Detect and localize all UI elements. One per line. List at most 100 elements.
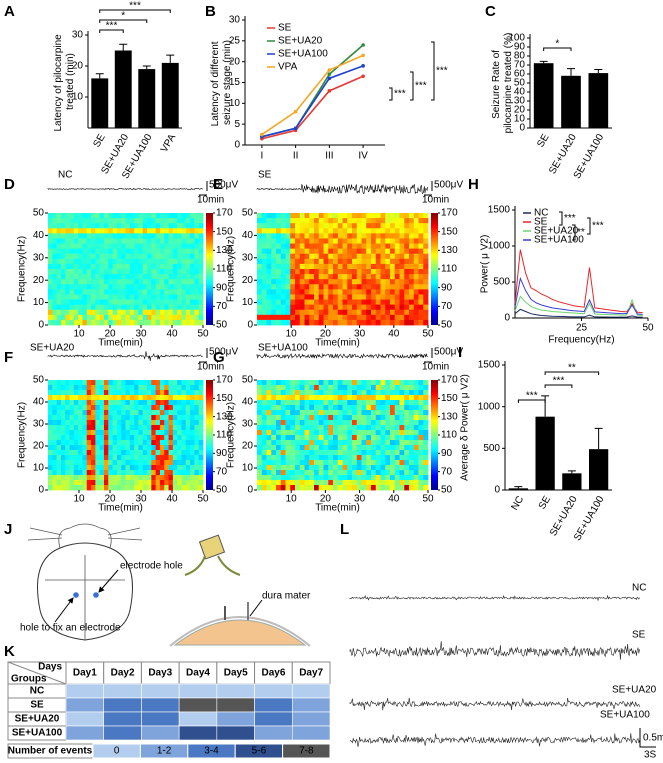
spectrogram-cell: [168, 263, 174, 270]
spectrogram-cell: [371, 450, 377, 456]
spectrogram-cell: [151, 440, 157, 446]
spectrogram-cell: [356, 269, 362, 275]
spectrogram-cell: [394, 304, 400, 311]
spectrogram-cell: [266, 284, 272, 290]
spectrogram-cell: [314, 228, 320, 234]
spectrogram-cell: [418, 218, 424, 224]
spectrogram-cell: [155, 309, 161, 316]
eeg-trace: [349, 641, 640, 660]
x-tick-label: 50: [197, 494, 209, 505]
spectrogram-cell: [390, 233, 396, 239]
panel-label: A: [4, 3, 15, 20]
panel-label: G: [213, 349, 225, 366]
spectrogram-cell: [276, 445, 282, 451]
spectrogram-cell: [347, 319, 353, 326]
spectrogram-cell: [390, 470, 396, 476]
spectrogram-cell: [314, 425, 320, 431]
spectrogram-cell: [142, 460, 148, 466]
spectrogram-cell: [164, 258, 169, 265]
spectrogram-cell: [409, 304, 415, 311]
spectrogram-cell: [266, 258, 272, 265]
spectrogram-cell: [112, 410, 118, 416]
spectrogram-cell: [164, 233, 169, 239]
spectrogram-cell: [52, 314, 58, 321]
spectrogram-cell: [390, 309, 396, 316]
spectrogram-cell: [91, 460, 96, 466]
spectrogram-cell: [366, 299, 372, 306]
spectrogram-cell: [423, 258, 429, 265]
spectrogram-cell: [73, 385, 79, 391]
spectrogram-cell: [328, 380, 334, 386]
spectrogram-cell: [168, 274, 174, 280]
spectrogram-cell: [375, 460, 381, 466]
spectrogram-cell: [121, 253, 126, 260]
spectrogram-cell: [99, 450, 105, 456]
spectrogram-cell: [65, 238, 70, 244]
spectrogram-cell: [375, 274, 381, 280]
spectrogram-cell: [134, 405, 139, 411]
spectrogram-cell: [390, 223, 396, 229]
spectrogram-cell: [318, 299, 324, 306]
spectrogram-cell: [198, 263, 204, 270]
spectrogram-cell: [138, 440, 144, 446]
spectrogram-cell: [194, 233, 200, 239]
spectrogram-cell: [82, 284, 88, 290]
spectrogram-cell: [78, 465, 83, 471]
spectrogram-cell: [48, 455, 53, 461]
spectrogram-cell: [371, 258, 377, 265]
spectrogram-cell: [276, 470, 282, 476]
spectrogram-cell: [60, 253, 66, 260]
spectrogram-cell: [380, 253, 386, 260]
spectrogram-cell: [91, 213, 96, 219]
spectrogram-cell: [285, 420, 291, 426]
spectrogram-cell: [99, 470, 105, 476]
spectrogram-cell: [280, 238, 286, 244]
spectrogram-cell: [177, 395, 182, 401]
spectrogram-cell: [290, 415, 296, 421]
spectrogram-cell: [60, 410, 66, 416]
spectrogram-cell: [164, 279, 169, 285]
spectrogram-cell: [356, 445, 362, 451]
spectrogram-cell: [95, 223, 101, 229]
spectrogram-cell: [361, 475, 367, 481]
spectrogram-cell: [347, 218, 353, 224]
spectrogram-cell: [280, 380, 286, 386]
spectrogram-cell: [190, 390, 195, 396]
spectrogram-cell: [261, 405, 267, 411]
spectrogram-cell: [194, 269, 200, 275]
spectrogram-cell: [409, 258, 415, 265]
spectrogram-cell: [342, 279, 348, 285]
spectrogram-cell: [95, 395, 101, 401]
spectrogram-cell: [371, 465, 377, 471]
spectrogram-cell: [52, 390, 58, 396]
spectrogram-cell: [257, 304, 263, 311]
spectrogram-cell: [194, 309, 200, 316]
spectrogram-cell: [125, 223, 131, 229]
spectrogram-cell: [404, 294, 410, 300]
spectrogram-cell: [418, 274, 424, 280]
spectrogram-cell: [366, 415, 372, 421]
spectrogram-cell: [108, 213, 113, 219]
spectrogram-cell: [164, 319, 169, 326]
spectrogram-cell: [285, 445, 291, 451]
spectrogram-cell: [82, 289, 88, 295]
spectrogram-cell: [52, 319, 58, 326]
spectrogram-cell: [290, 420, 296, 426]
spectrogram-cell: [138, 410, 144, 416]
spectrogram-cell: [129, 274, 135, 280]
spectrogram-cell: [108, 279, 113, 285]
spectrogram-cell: [271, 294, 277, 300]
spectrogram-cell: [309, 218, 315, 224]
spectrogram-cell: [60, 445, 66, 451]
spectrogram-cell: [314, 460, 320, 466]
spectrogram-cell: [190, 269, 195, 275]
spectrogram-cell: [52, 470, 58, 476]
spectrogram-cell: [142, 450, 148, 456]
spectrogram-cell: [290, 274, 296, 280]
spectrogram-cell: [99, 395, 105, 401]
spectrogram-cell: [342, 450, 348, 456]
spectrogram-cell: [380, 319, 386, 326]
spectrogram-cell: [198, 480, 204, 486]
spectrogram-cell: [129, 263, 135, 270]
spectrogram-cell: [347, 274, 353, 280]
